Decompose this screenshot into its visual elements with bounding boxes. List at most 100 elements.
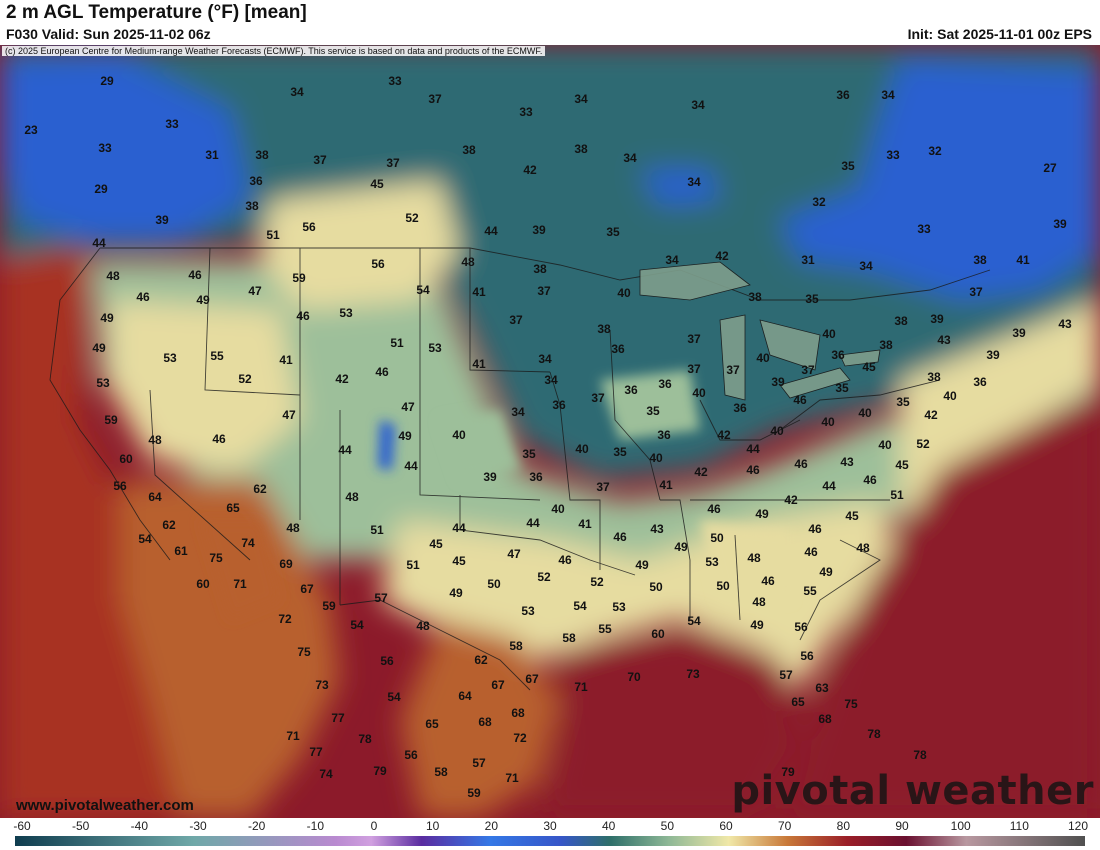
temp-label: 34 bbox=[881, 88, 895, 102]
temp-label: 67 bbox=[300, 582, 314, 596]
temp-label: 71 bbox=[233, 577, 247, 591]
temp-label: 37 bbox=[801, 363, 815, 377]
temp-label: 53 bbox=[521, 604, 535, 618]
temp-label: 37 bbox=[386, 156, 400, 170]
temp-label: 44 bbox=[92, 236, 106, 250]
website-url[interactable]: www.pivotalweather.com bbox=[16, 797, 194, 814]
temp-label: 39 bbox=[771, 375, 785, 389]
temp-label: 34 bbox=[691, 98, 705, 112]
temp-label: 34 bbox=[290, 85, 304, 99]
temp-label: 27 bbox=[1043, 161, 1057, 175]
colorbar-tick-label: 40 bbox=[601, 819, 616, 833]
temp-label: 33 bbox=[886, 148, 900, 162]
temp-label: 62 bbox=[253, 482, 267, 496]
temperature-map[interactable]: 29 33 34 37 33 34 34 36 34 33 23 33 31 38 37 37 38 38 34 35… bbox=[0, 45, 1100, 818]
temp-label: 40 bbox=[649, 451, 663, 465]
temp-label: 46 bbox=[761, 574, 775, 588]
temp-label: 23 bbox=[24, 123, 38, 137]
temp-label: 46 bbox=[804, 545, 818, 559]
temp-label: 41 bbox=[1016, 253, 1030, 267]
temp-label: 43 bbox=[1058, 317, 1072, 331]
temp-label: 48 bbox=[416, 619, 430, 633]
temp-label: 49 bbox=[750, 618, 764, 632]
temp-label: 70 bbox=[627, 670, 641, 684]
brand-logo-text: pivotal weather bbox=[731, 768, 1094, 814]
temp-label: 62 bbox=[474, 653, 488, 667]
temp-label: 47 bbox=[507, 547, 521, 561]
temp-label: 75 bbox=[844, 697, 858, 711]
temp-label: 41 bbox=[279, 353, 293, 367]
temp-label: 74 bbox=[241, 536, 255, 550]
colorbar-tick-label: 120 bbox=[1067, 819, 1089, 833]
temp-label: 37 bbox=[591, 391, 605, 405]
temp-label: 41 bbox=[472, 357, 486, 371]
temp-label: 40 bbox=[878, 438, 892, 452]
header-bar: 2 m AGL Temperature (°F) [mean] F030 Val… bbox=[0, 0, 1100, 45]
temp-label: 51 bbox=[390, 336, 404, 350]
temp-label: 40 bbox=[756, 351, 770, 365]
temp-label: 73 bbox=[686, 667, 700, 681]
temp-label: 72 bbox=[278, 612, 292, 626]
temp-label: 50 bbox=[716, 579, 730, 593]
temp-label: 42 bbox=[335, 372, 349, 386]
temp-label: 34 bbox=[859, 259, 873, 273]
temp-label: 37 bbox=[687, 332, 701, 346]
temp-label: 50 bbox=[487, 577, 501, 591]
temp-label: 52 bbox=[405, 211, 419, 225]
temp-label: 37 bbox=[313, 153, 327, 167]
temperature-field bbox=[0, 45, 1100, 818]
temp-label: 49 bbox=[398, 429, 412, 443]
temp-label: 65 bbox=[226, 501, 240, 515]
colorbar-tick-label: 90 bbox=[895, 819, 909, 833]
temp-label: 71 bbox=[286, 729, 300, 743]
temp-label: 36 bbox=[552, 398, 566, 412]
temp-label: 44 bbox=[746, 442, 760, 456]
temp-label: 31 bbox=[205, 148, 219, 162]
temp-label: 36 bbox=[249, 174, 263, 188]
temp-label: 77 bbox=[331, 711, 345, 725]
temp-label: 54 bbox=[416, 283, 430, 297]
temp-label: 39 bbox=[1012, 326, 1026, 340]
temp-label: 60 bbox=[651, 627, 665, 641]
temp-label: 69 bbox=[279, 557, 293, 571]
init-time: Init: Sat 2025-11-01 00z EPS bbox=[907, 26, 1092, 42]
temp-label: 33 bbox=[98, 141, 112, 155]
temp-label: 46 bbox=[212, 432, 226, 446]
temp-label: 61 bbox=[174, 544, 188, 558]
temp-label: 65 bbox=[425, 717, 439, 731]
temp-label: 79 bbox=[373, 764, 387, 778]
temp-label: 46 bbox=[558, 553, 572, 567]
temp-label: 35 bbox=[646, 404, 660, 418]
temp-label: 46 bbox=[188, 268, 202, 282]
colorbar-tick-label: 110 bbox=[1009, 819, 1029, 833]
temp-label: 41 bbox=[659, 478, 673, 492]
temp-label: 49 bbox=[755, 507, 769, 521]
colorbar-tick-label: -30 bbox=[189, 819, 207, 833]
temp-label: 46 bbox=[613, 530, 627, 544]
temp-label: 54 bbox=[687, 614, 701, 628]
temp-label: 32 bbox=[928, 144, 942, 158]
colorbar-tick-label: 80 bbox=[836, 819, 851, 833]
temp-label: 78 bbox=[913, 748, 927, 762]
temp-label: 33 bbox=[917, 222, 931, 236]
temp-label: 40 bbox=[575, 442, 589, 456]
temp-label: 78 bbox=[358, 732, 372, 746]
temp-label: 46 bbox=[375, 365, 389, 379]
temp-label: 47 bbox=[248, 284, 262, 298]
temp-label: 49 bbox=[196, 293, 210, 307]
temp-label: 53 bbox=[163, 351, 177, 365]
temp-label: 63 bbox=[815, 681, 829, 695]
temp-label: 34 bbox=[665, 253, 679, 267]
temp-label: 54 bbox=[350, 618, 364, 632]
temp-label: 33 bbox=[165, 117, 179, 131]
border-lines bbox=[49, 247, 991, 691]
colorbar-tick-label: -20 bbox=[247, 819, 266, 833]
temp-label: 48 bbox=[106, 269, 120, 283]
temp-label: 39 bbox=[155, 213, 169, 227]
temp-label: 46 bbox=[863, 473, 877, 487]
temp-label: 52 bbox=[590, 575, 604, 589]
temp-label: 51 bbox=[890, 488, 904, 502]
temp-label: 38 bbox=[894, 314, 908, 328]
great-lakes bbox=[639, 261, 881, 401]
temp-label: 49 bbox=[674, 540, 688, 554]
